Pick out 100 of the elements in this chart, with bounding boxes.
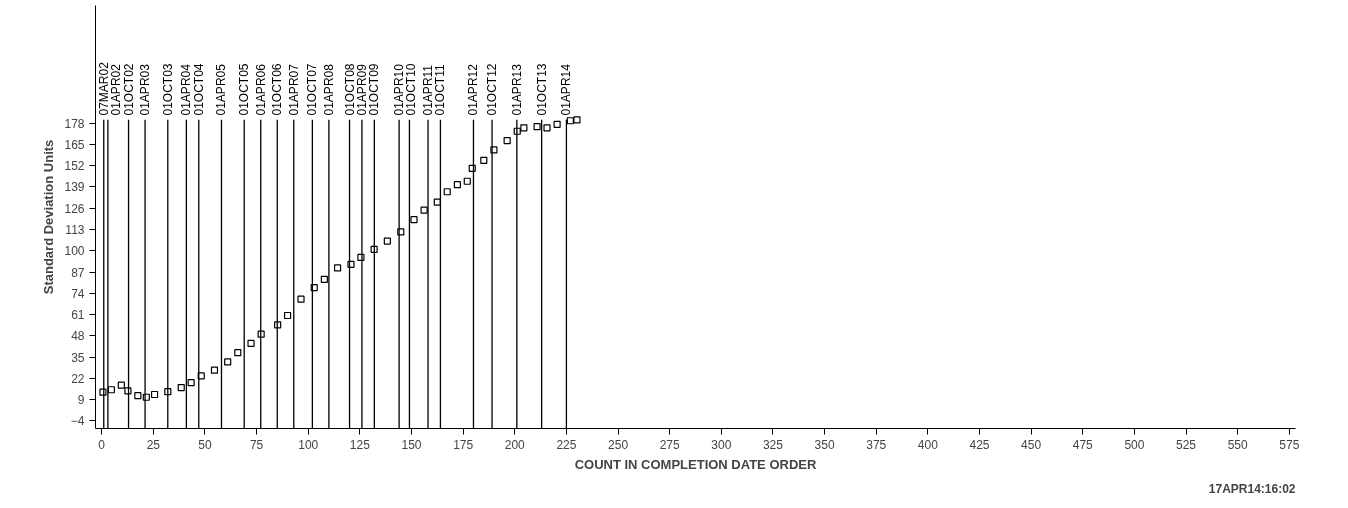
x-tick-label: 350 (814, 437, 835, 452)
x-tick-label: 500 (1124, 437, 1145, 452)
y-tick-label: 61 (71, 308, 85, 323)
x-tick-label: 275 (659, 437, 681, 452)
point (234, 349, 242, 357)
ref-line-label: 01APR10 (392, 63, 407, 116)
ref-line-label: 01APR06 (253, 63, 268, 116)
point (433, 198, 441, 206)
point (283, 311, 292, 320)
x-tick-label: 475 (1072, 437, 1094, 452)
ref-line-label: 01APR13 (509, 63, 524, 116)
ref-line-label: 01OCT10 (404, 63, 419, 116)
y-tick-label: 48 (71, 329, 85, 344)
point (383, 237, 391, 245)
ref-line-label: 01APR11 (421, 64, 436, 116)
point (197, 372, 205, 380)
ref-line-label: 01APR12 (466, 63, 481, 116)
ref-line-label: 01OCT13 (534, 63, 549, 116)
point (224, 358, 232, 366)
point (463, 177, 471, 185)
y-tick-label: 87 (71, 265, 85, 280)
point (117, 381, 125, 389)
y-tick-label: 22 (71, 371, 85, 386)
x-tick-label: 375 (866, 437, 887, 452)
point (480, 156, 488, 164)
ref-line-label: 01APR09 (354, 63, 369, 116)
x-tick-label: 225 (556, 437, 577, 452)
ref-line-label: 01OCT08 (342, 63, 357, 116)
ref-line-label: 07MAR02 (96, 61, 111, 116)
point (468, 164, 476, 172)
x-tick-label: 400 (917, 437, 939, 452)
point (503, 136, 511, 145)
ref-line-label: 01APR07 (286, 63, 301, 116)
y-tick-label: 113 (65, 223, 85, 238)
point (210, 366, 219, 374)
x-tick-label: 50 (198, 437, 212, 452)
ref-line-label: 01APR02 (108, 63, 123, 116)
point (453, 181, 461, 189)
point (142, 393, 150, 401)
point (397, 228, 405, 236)
x-tick-label: 575 (1279, 437, 1300, 452)
point (99, 388, 107, 396)
point (513, 127, 521, 135)
ref-line-label: 01APR05 (214, 63, 229, 116)
x-tick-label: 150 (401, 437, 422, 452)
y-axis-title: Standard Deviation Units (41, 139, 57, 295)
ref-line-label: 01OCT04 (191, 63, 206, 116)
x-tick-label: 25 (146, 437, 161, 452)
text: 17APR14:16:02 (1208, 481, 1296, 496)
y-tick-label: 152 (64, 159, 85, 174)
ref-line-label: 01OCT06 (270, 63, 285, 116)
x-tick-label: 75 (249, 437, 264, 452)
y-tick-label: 165 (64, 137, 85, 152)
ref-line-label: 01APR04 (179, 63, 194, 116)
x-tick-label: 0 (98, 437, 106, 452)
point (443, 188, 451, 196)
y-tick-label: 126 (64, 201, 85, 216)
point (134, 392, 142, 400)
x-tick-label: 525 (1176, 437, 1197, 452)
ref-line-label: 01OCT03 (160, 63, 175, 116)
point (164, 388, 172, 396)
point (490, 146, 498, 154)
point (573, 116, 581, 124)
ref-line-label: 01APR08 (321, 63, 336, 116)
point (533, 123, 541, 131)
point (320, 275, 328, 283)
point (107, 386, 115, 394)
y-tick-label: 100 (64, 244, 85, 259)
x-tick-label: 200 (504, 437, 526, 452)
ref-line-label: 01APR14 (559, 63, 574, 116)
y-tick-label: 139 (64, 180, 85, 195)
x-tick-label: 175 (453, 437, 474, 452)
point (333, 264, 342, 272)
ref-line-label: 01OCT02 (121, 63, 136, 116)
ref-line-label: 01OCT07 (305, 63, 320, 116)
x-tick-label: 450 (1021, 437, 1042, 452)
point (566, 117, 574, 125)
x-axis-title: COUNT IN COMPLETION DATE ORDER (574, 456, 817, 472)
y-tick-label: 178 (64, 116, 85, 131)
y-tick-label: 9 (77, 393, 85, 408)
ref-line-label: 01APR03 (138, 63, 153, 116)
point (274, 321, 282, 329)
x-tick-label: 300 (711, 437, 732, 452)
point (520, 124, 528, 132)
x-tick-label: 325 (762, 437, 784, 452)
point (297, 295, 305, 303)
point (357, 253, 365, 262)
x-tick-label: 250 (608, 437, 629, 452)
ref-line-label: 01OCT11 (433, 64, 448, 116)
x-tick-label: 550 (1227, 437, 1249, 452)
point (310, 283, 318, 292)
point (257, 330, 265, 338)
point (177, 384, 185, 392)
x-tick-label: 100 (298, 437, 319, 452)
point (124, 387, 132, 395)
point (543, 124, 551, 132)
point (410, 216, 418, 224)
point (187, 379, 195, 387)
x-tick-label: 425 (969, 437, 990, 452)
ref-line-label: 01OCT12 (485, 63, 500, 116)
